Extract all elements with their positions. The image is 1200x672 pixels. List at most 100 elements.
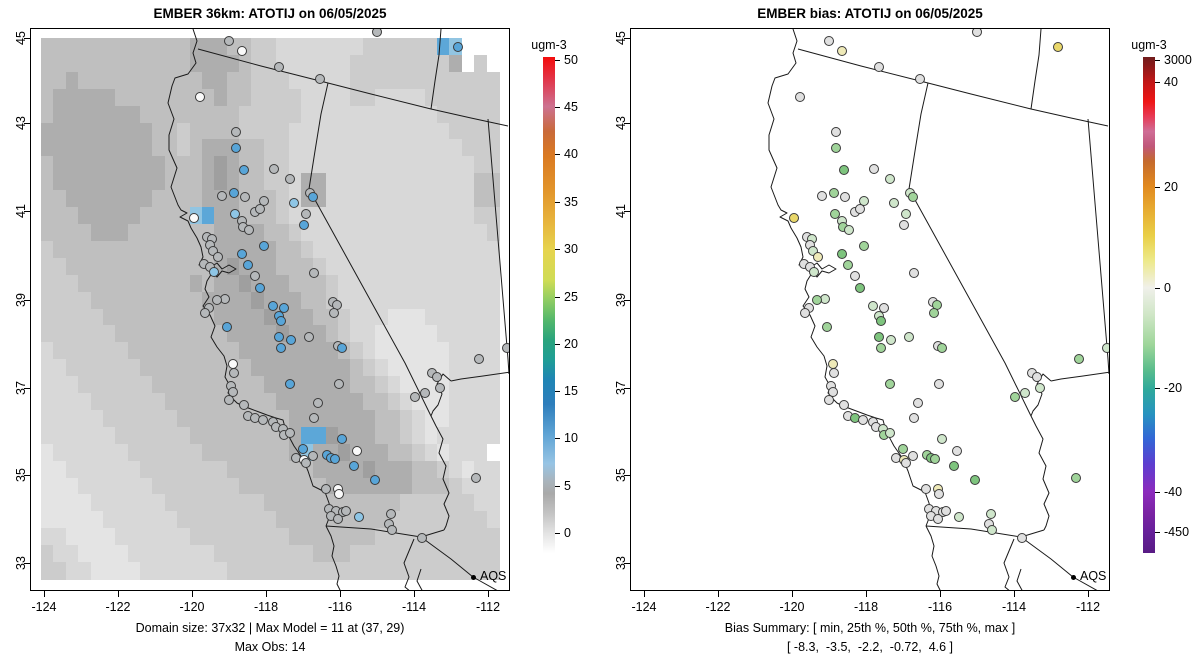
- observation-site-dot: [267, 300, 278, 311]
- bias-caption-summary-header: Bias Summary: [ min, 25th %, 50th %, 75t…: [724, 621, 1016, 635]
- observation-site-dot: [236, 248, 247, 259]
- y-axis-tick: [24, 388, 30, 389]
- colorbar-tick: [555, 438, 560, 440]
- observation-site-dot: [849, 270, 860, 281]
- observation-site-dot: [208, 266, 219, 277]
- colorbar-tick: [1155, 532, 1160, 534]
- observation-site-dot: [873, 61, 884, 72]
- observation-site-dot: [932, 513, 943, 524]
- observation-site-dot: [836, 248, 847, 259]
- observation-site-dot: [371, 29, 382, 37]
- observation-site-dot: [320, 483, 331, 494]
- observation-site-dot: [986, 524, 997, 535]
- observation-site-dot: [268, 163, 279, 174]
- y-axis-tick-label: 41: [14, 204, 28, 218]
- observation-site-dot: [228, 187, 239, 198]
- observation-site-dot: [242, 259, 253, 270]
- x-axis-tick: [340, 591, 341, 597]
- bias-panel-title: EMBER bias: ATOTIJ on 06/05/2025: [757, 6, 983, 21]
- observation-site-dot: [888, 197, 899, 208]
- y-axis-tick: [624, 475, 630, 476]
- observation-site-dot: [1070, 472, 1081, 483]
- y-axis-tick-label: 41: [614, 204, 628, 218]
- colorbar-tick: [555, 296, 560, 298]
- colorbar-tick-label: 0: [1164, 281, 1171, 296]
- aqs-legend-label: AQS: [1080, 569, 1107, 583]
- bias-caption-summary-values: [ -8.3, -3.5, -2.2, -0.72, 4.6 ]: [786, 640, 954, 654]
- observation-site-dot: [838, 399, 849, 410]
- observation-site-dot: [188, 212, 199, 223]
- y-axis-tick: [24, 475, 30, 476]
- observation-site-dot: [811, 294, 822, 305]
- observation-site-dot: [1034, 382, 1045, 393]
- observation-site-dot: [221, 321, 232, 332]
- observation-site-dot: [908, 412, 919, 423]
- observation-site-dot: [275, 342, 286, 353]
- observation-site-dot: [298, 219, 309, 230]
- observation-site-dot: [275, 315, 286, 326]
- observation-site-dot: [386, 524, 397, 535]
- observation-site-dot: [249, 270, 260, 281]
- colorbar-tick: [555, 154, 560, 156]
- model-colorbar: [543, 57, 555, 553]
- observation-site-dot: [1101, 342, 1109, 353]
- y-axis-tick: [24, 563, 30, 564]
- colorbar-tick: [555, 390, 560, 392]
- observation-site-dot: [1073, 353, 1084, 364]
- x-axis-tick: [488, 591, 489, 597]
- observation-site-dot: [285, 334, 296, 345]
- observation-site-dot: [829, 208, 840, 219]
- model-raster-grid: [41, 38, 500, 580]
- observation-site-dot: [473, 353, 484, 364]
- observation-site-dot: [416, 532, 427, 543]
- x-axis-tick: [792, 591, 793, 597]
- observation-site-dot: [843, 224, 854, 235]
- x-axis-tick-label: -118: [253, 600, 279, 614]
- x-axis-tick: [192, 591, 193, 597]
- observation-site-dot: [933, 378, 944, 389]
- observation-site-dot: [914, 73, 925, 84]
- y-axis-tick: [24, 300, 30, 301]
- y-axis-tick-label: 43: [614, 116, 628, 130]
- observation-site-dot: [385, 508, 396, 519]
- x-axis-tick-label: -118: [853, 600, 879, 614]
- observation-site-dot: [873, 331, 884, 342]
- observation-site-dot: [273, 61, 284, 72]
- observation-site-dot: [254, 203, 265, 214]
- observation-site-dot: [300, 457, 311, 468]
- observation-site-dot: [199, 307, 210, 318]
- observation-site-dot: [884, 173, 895, 184]
- colorbar-tick-label: -20: [1164, 380, 1183, 395]
- aqs-legend-dot: [471, 575, 476, 580]
- observation-site-dot: [216, 190, 227, 201]
- observation-site-dot: [827, 358, 838, 369]
- observation-site-dot: [903, 331, 914, 342]
- x-axis-tick-label: -114: [401, 600, 427, 614]
- observation-site-dot: [971, 29, 982, 37]
- observation-site-dot: [257, 414, 268, 425]
- observation-site-dot: [434, 382, 445, 393]
- colorbar-tick-label: 50: [564, 52, 578, 67]
- observation-site-dot: [332, 513, 343, 524]
- observation-site-dot: [284, 427, 295, 438]
- observation-site-dot: [307, 191, 318, 202]
- y-axis-tick-label: 45: [14, 31, 28, 45]
- y-axis-tick-label: 35: [14, 468, 28, 482]
- state-outlines: [167, 29, 509, 590]
- x-axis-tick: [414, 591, 415, 597]
- observation-site-dot: [933, 488, 944, 499]
- observation-site-dot: [900, 457, 911, 468]
- colorbar-tick: [555, 485, 560, 487]
- observation-site-dot: [501, 342, 509, 353]
- observation-site-dot: [340, 505, 351, 516]
- observation-site-dot: [243, 224, 254, 235]
- colorbar-tick: [1155, 186, 1160, 188]
- observation-site-dot: [273, 331, 284, 342]
- observation-site-dot: [868, 163, 879, 174]
- observation-site-dot: [929, 453, 940, 464]
- bias-colorbar-units-label: ugm-3: [1131, 38, 1167, 52]
- y-axis-tick-label: 39: [14, 293, 28, 307]
- observation-site-dot: [288, 197, 299, 208]
- observation-site-dot: [300, 208, 311, 219]
